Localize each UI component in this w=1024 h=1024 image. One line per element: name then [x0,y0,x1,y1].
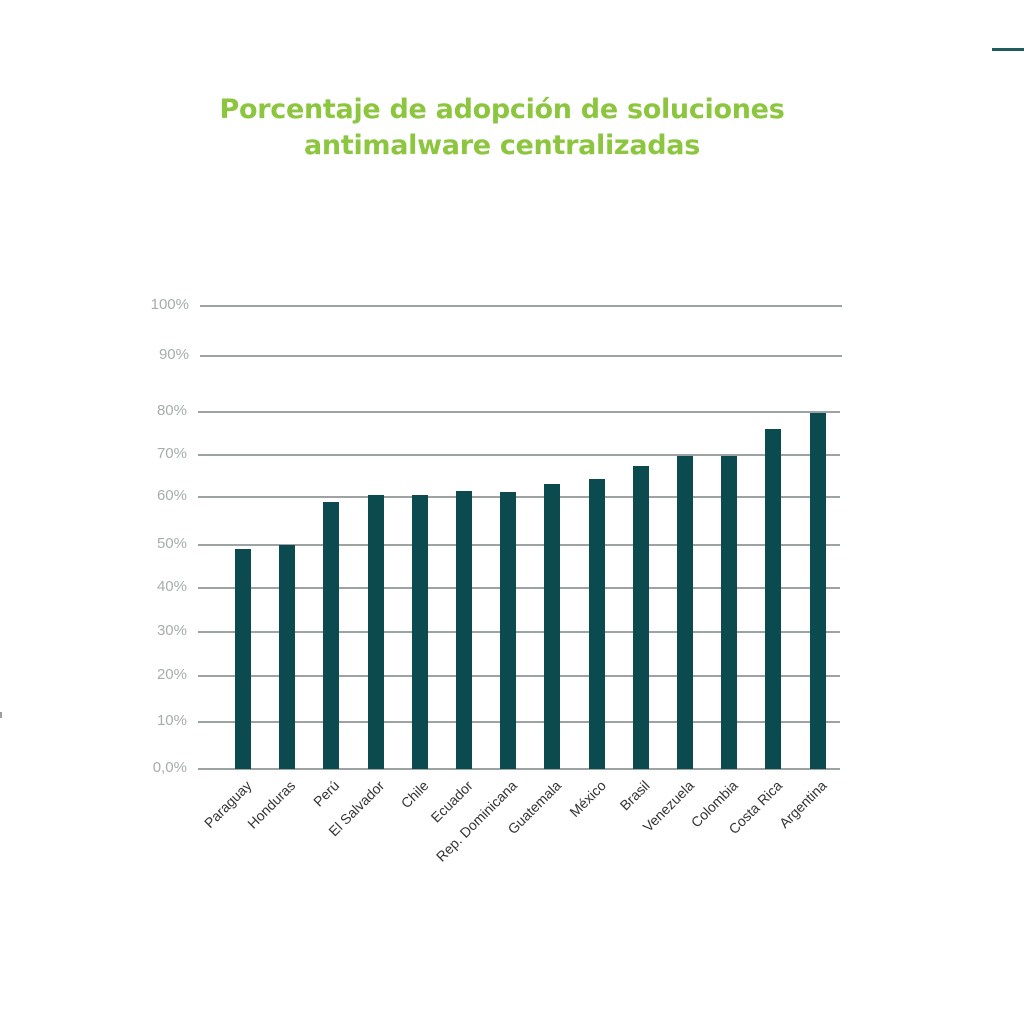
bar [721,455,738,769]
bar [367,494,384,769]
gridline [198,768,840,770]
bar [456,490,472,769]
y-axis-tick-label: 10% [156,712,187,729]
gridline [198,544,840,546]
y-axis-tick-label: 60% [156,487,187,504]
gridline [198,411,840,413]
y-axis-tick-label: 20% [156,666,187,683]
y-axis-tick-label: 100% [150,296,189,313]
x-axis-category-label: México [565,777,609,821]
y-axis-tick-label: 80% [156,402,187,419]
y-axis-tick-label: 30% [156,622,187,639]
gridline [198,587,840,589]
gridline [200,305,842,307]
gridline [198,631,840,633]
gridline [200,355,842,357]
gridline [198,496,840,498]
bar [677,455,693,769]
x-axis-category-label: Perú [310,777,343,810]
bar [765,429,782,769]
bar [588,479,605,769]
bar [323,501,340,769]
chart-title: Porcentaje de adopción de soluciones ant… [0,92,1004,164]
y-axis-tick-label: 40% [156,578,187,595]
edge-decoration [0,712,2,718]
chart-title-line-1: Porcentaje de adopción de soluciones [219,94,785,125]
bar [632,465,649,769]
x-axis-category-label: Rep. Dominicana [432,777,521,865]
gridline [198,675,840,677]
x-axis-category-label: Honduras [244,777,299,832]
gridline [198,454,840,456]
x-axis-category-label: Argentina [775,777,830,832]
x-axis-category-label: Chile [397,777,432,812]
chart-title-line-2: antimalware centralizadas [304,130,700,161]
bar [544,484,561,769]
bar [411,494,428,769]
y-axis-tick-label: 50% [156,535,187,552]
bar [279,545,296,769]
gridline [198,721,840,723]
y-axis-tick-label: 90% [158,346,189,363]
bar [235,549,251,769]
corner-decoration [992,48,1024,51]
y-axis-tick-label: 0,0% [152,759,187,776]
bar [500,491,517,769]
bar [809,412,826,769]
y-axis-tick-label: 70% [156,445,187,462]
x-axis-category-label: Brasil [616,777,653,814]
